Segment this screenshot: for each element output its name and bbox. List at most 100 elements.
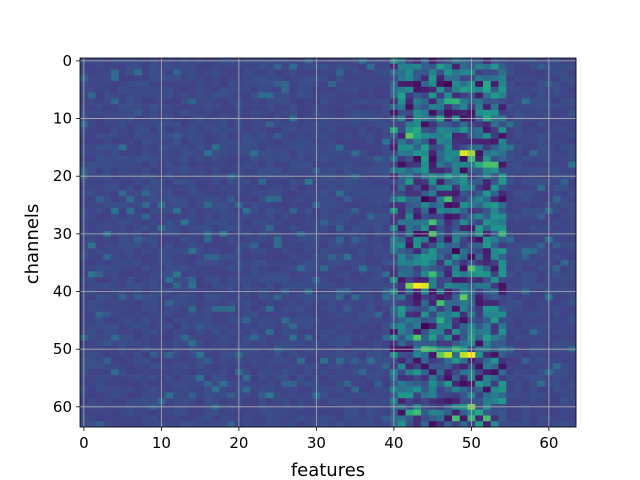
heatmap-cell: [87, 219, 96, 226]
heatmap-cell: [297, 236, 306, 243]
heatmap-cell: [250, 127, 259, 134]
heatmap-cell: [405, 81, 414, 88]
heatmap-cell: [250, 271, 259, 278]
heatmap-cell: [366, 179, 375, 186]
heatmap-cell: [266, 75, 275, 82]
heatmap-cell: [459, 259, 468, 266]
heatmap-cell: [366, 259, 375, 266]
heatmap-cell: [118, 380, 127, 387]
heatmap-cell: [490, 248, 499, 255]
heatmap-cell: [111, 421, 120, 428]
heatmap-cell: [335, 104, 344, 111]
heatmap-cell: [359, 317, 368, 324]
heatmap-cell: [165, 98, 174, 105]
heatmap-cell: [475, 323, 484, 330]
heatmap-cell: [335, 121, 344, 128]
heatmap-cell: [173, 144, 182, 151]
heatmap-cell: [273, 317, 282, 324]
heatmap-cell: [521, 294, 530, 301]
heatmap-cell: [211, 277, 220, 284]
heatmap-cell: [374, 207, 383, 214]
heatmap-cell: [490, 375, 499, 382]
heatmap-cell: [227, 63, 236, 70]
heatmap-cell: [413, 150, 422, 157]
heatmap-cell: [328, 207, 337, 214]
heatmap-cell: [242, 236, 251, 243]
heatmap-cell: [258, 323, 267, 330]
heatmap-cell: [428, 104, 437, 111]
heatmap-cell: [297, 380, 306, 387]
heatmap-cell: [521, 334, 530, 341]
heatmap-cell: [483, 92, 492, 99]
heatmap-cell: [498, 150, 507, 157]
heatmap-cell: [405, 340, 414, 347]
heatmap-cell: [211, 317, 220, 324]
heatmap-cell: [242, 132, 251, 140]
heatmap-cell: [196, 398, 205, 405]
heatmap-cell: [149, 421, 158, 428]
heatmap-cell: [180, 271, 189, 278]
heatmap-cell: [483, 81, 492, 88]
heatmap-cell: [188, 398, 197, 405]
heatmap-cell: [343, 92, 352, 99]
heatmap-cell: [204, 138, 213, 145]
heatmap-cell: [320, 196, 329, 203]
heatmap-cell: [568, 104, 577, 111]
heatmap-cell: [111, 138, 120, 145]
heatmap-cell: [421, 282, 430, 289]
heatmap-cell: [483, 156, 492, 163]
heatmap-cell: [95, 213, 104, 220]
heatmap-cell: [343, 259, 352, 266]
heatmap-cell: [405, 156, 414, 163]
heatmap-cell: [320, 156, 329, 163]
heatmap-cell: [196, 328, 205, 336]
heatmap-cell: [118, 127, 127, 134]
heatmap-cell: [452, 317, 461, 324]
heatmap-cell: [343, 156, 352, 163]
heatmap-cell: [95, 317, 104, 324]
heatmap-cell: [173, 242, 182, 249]
heatmap-cell: [498, 352, 507, 359]
heatmap-cell: [320, 109, 329, 116]
heatmap-cell: [289, 352, 298, 359]
heatmap-cell: [211, 202, 220, 209]
heatmap-cell: [568, 254, 577, 261]
heatmap-cell: [421, 167, 430, 174]
heatmap-cell: [514, 121, 523, 128]
heatmap-cell: [242, 369, 251, 376]
heatmap-cell: [103, 184, 112, 191]
heatmap-cell: [149, 300, 158, 307]
heatmap-cell: [335, 144, 344, 151]
heatmap-cell: [382, 421, 391, 428]
heatmap-cell: [498, 375, 507, 382]
heatmap-cell: [560, 265, 569, 272]
heatmap-cell: [188, 357, 197, 364]
heatmap-cell: [560, 328, 569, 336]
heatmap-cell: [413, 248, 422, 255]
heatmap-cell: [95, 242, 104, 249]
heatmap-cell: [134, 328, 143, 336]
heatmap-cell: [134, 179, 143, 186]
heatmap-cell: [196, 363, 205, 370]
heatmap-cell: [328, 92, 337, 99]
heatmap-cell: [219, 75, 228, 82]
heatmap-cell: [521, 98, 530, 105]
heatmap-cell: [211, 81, 220, 88]
heatmap-cell: [297, 259, 306, 266]
heatmap-cell: [204, 225, 213, 232]
heatmap-cell: [111, 81, 120, 88]
heatmap-cell: [343, 311, 352, 318]
heatmap-cell: [180, 184, 189, 191]
heatmap-cell: [374, 81, 383, 88]
heatmap-cell: [142, 311, 151, 318]
heatmap-cell: [537, 150, 546, 157]
heatmap-cell: [134, 277, 143, 284]
heatmap-cell: [281, 81, 290, 88]
heatmap-cell: [211, 98, 220, 105]
heatmap-cell: [219, 150, 228, 157]
heatmap-cell: [111, 242, 120, 249]
heatmap-cell: [173, 81, 182, 88]
heatmap-cell: [444, 375, 453, 382]
heatmap-cell: [490, 109, 499, 116]
